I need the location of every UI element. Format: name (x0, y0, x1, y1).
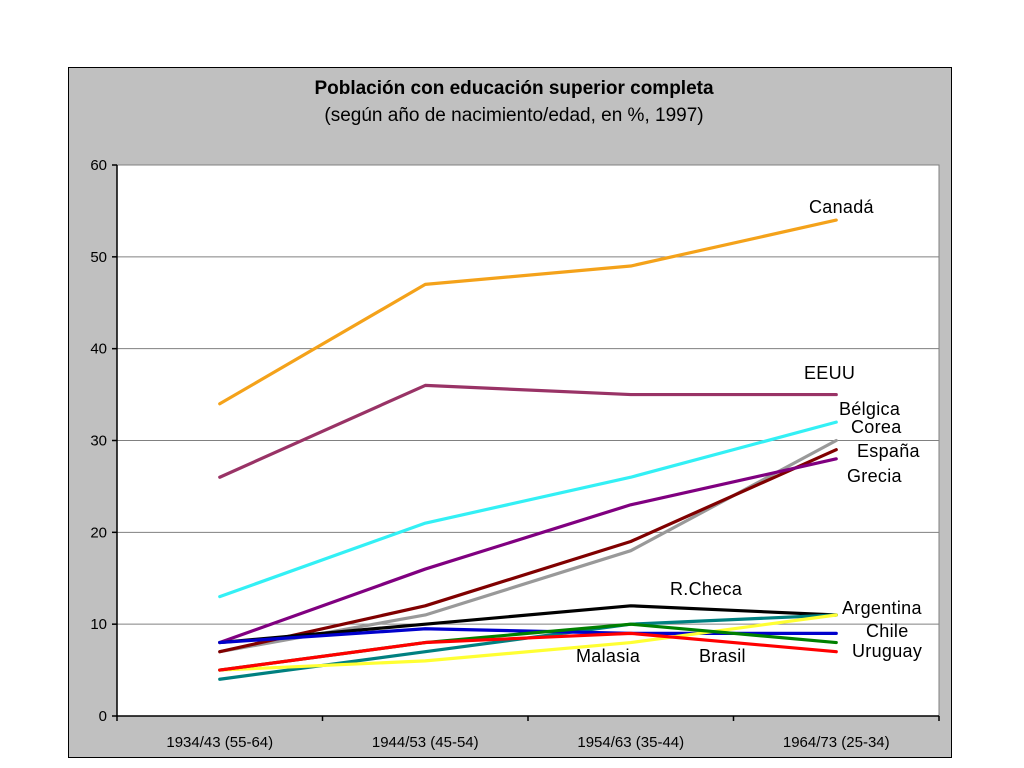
y-tick-label: 10 (90, 616, 107, 633)
series-label-canad-: Canadá (809, 197, 875, 217)
series-line-eeuu (218, 383, 838, 479)
x-category-label: 1964/73 (25-34) (783, 734, 890, 751)
series-label-brasil: Brasil (699, 646, 746, 666)
series-line-b-lgica (218, 420, 838, 599)
x-category-label: 1954/63 (35-44) (577, 734, 684, 751)
series-line-uruguay (218, 631, 838, 672)
x-category-label: 1934/43 (55-64) (166, 734, 273, 751)
y-tick-label: 20 (90, 524, 107, 541)
series-line-grecia (218, 457, 838, 645)
series-label-uruguay: Uruguay (852, 641, 922, 661)
series-label-corea: Corea (851, 417, 902, 437)
y-tick-label: 30 (90, 433, 107, 450)
series-line-r-checa (218, 604, 838, 645)
series-label-malasia: Malasia (576, 646, 641, 666)
chart-subtitle: (según año de nacimiento/edad, en %, 199… (324, 105, 703, 126)
y-tick-label: 0 (99, 708, 107, 725)
y-tick-label: 60 (90, 157, 107, 174)
series-label-chile: Chile (866, 621, 909, 641)
series-line-malasia (218, 613, 838, 672)
series-lines (218, 218, 838, 681)
series-label-grecia: Grecia (847, 466, 903, 486)
chart-title: Población con educación superior complet… (314, 78, 714, 99)
series-label-espa-a: España (857, 441, 921, 461)
series-label-b-lgica: Bélgica (839, 399, 901, 419)
series-label-eeuu: EEUU (804, 363, 855, 383)
y-tick-label: 50 (90, 249, 107, 266)
y-tick-label: 40 (90, 341, 107, 358)
series-label-r-checa: R.Checa (670, 579, 743, 599)
x-category-label: 1944/53 (45-54) (372, 734, 479, 751)
axes: 0 10 20 30 40 50 60 1934/43 (55-64) 1944/53 (45-… (90, 157, 940, 751)
line-chart: Población con educación superior complet… (90, 78, 940, 751)
gridlines (117, 164, 939, 625)
chart-frame: Población con educación superior complet… (68, 67, 952, 758)
series-line-espa-a (218, 448, 838, 654)
series-line-canad- (218, 218, 838, 406)
series-label-argentina: Argentina (842, 598, 922, 618)
